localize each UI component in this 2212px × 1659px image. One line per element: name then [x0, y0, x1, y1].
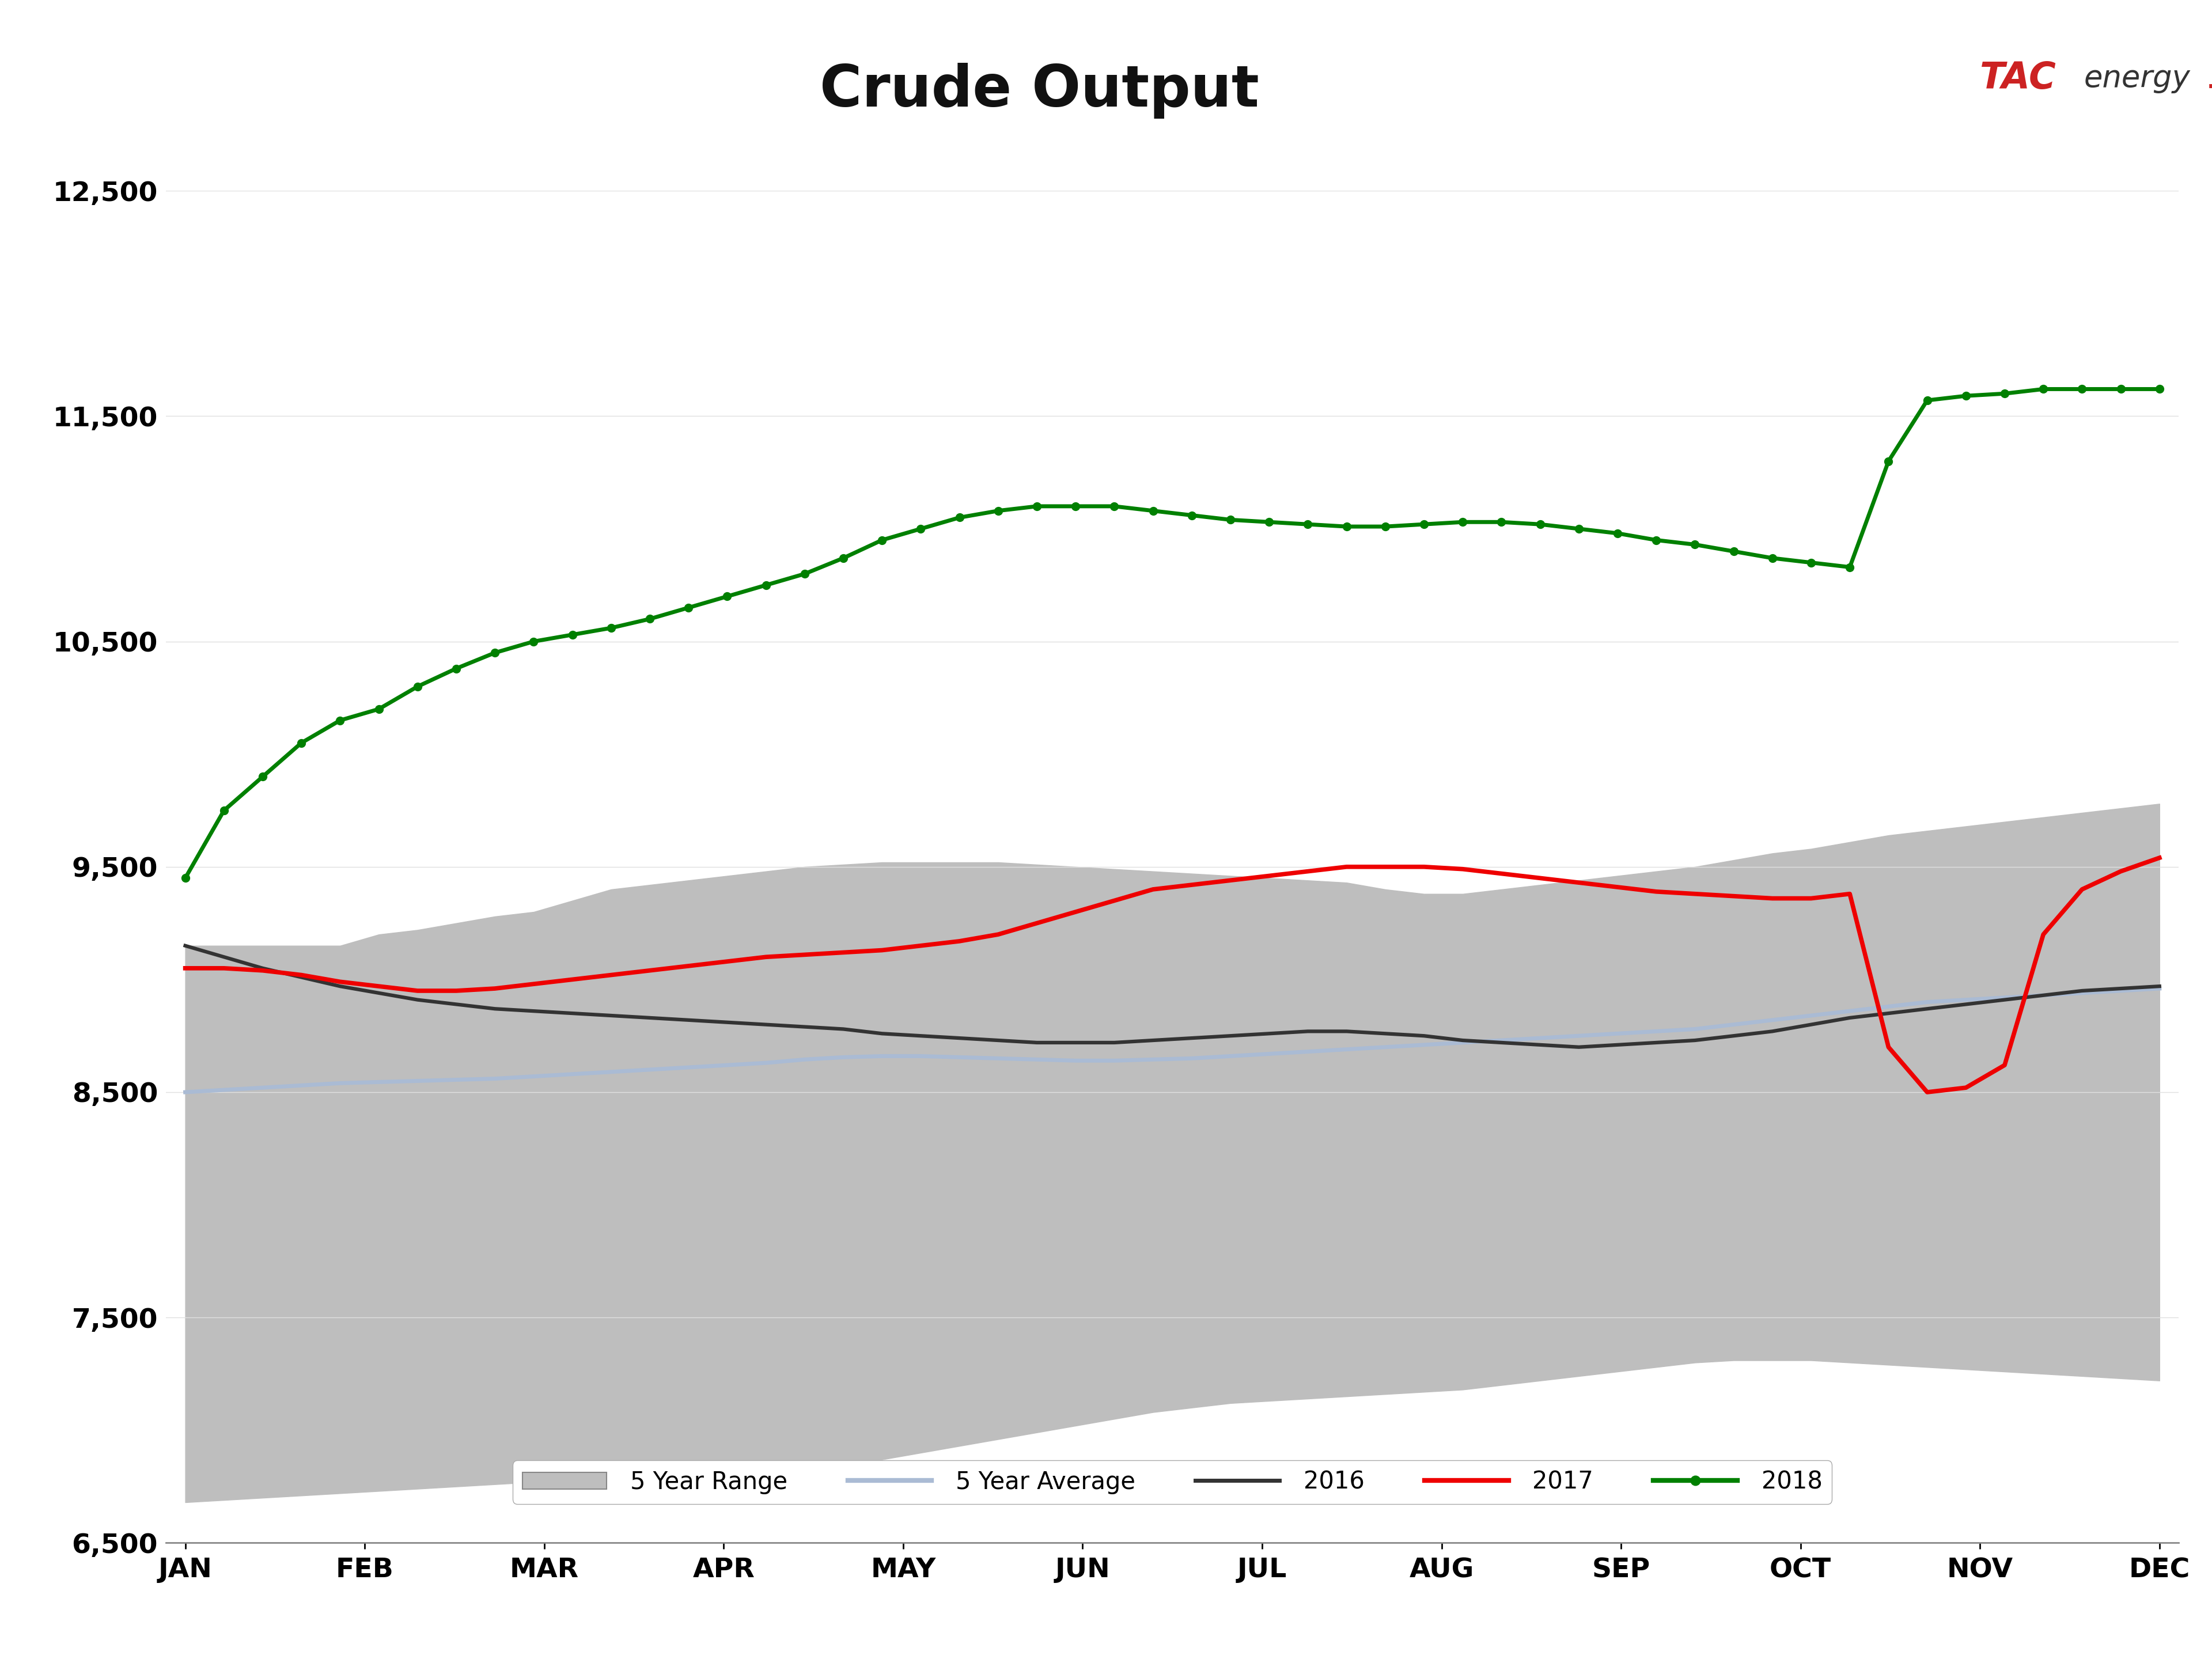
Text: Crude Output: Crude Output: [821, 63, 1259, 118]
Text: TAC: TAC: [1980, 60, 2057, 96]
Text: energy: energy: [2084, 63, 2190, 93]
Legend: 5 Year Range, 5 Year Average, 2016, 2017, 2018: 5 Year Range, 5 Year Average, 2016, 2017…: [513, 1460, 1832, 1503]
Text: .: .: [2205, 61, 2212, 95]
